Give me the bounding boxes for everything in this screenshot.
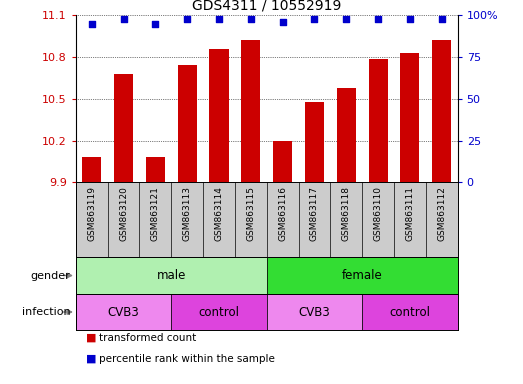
Text: GSM863110: GSM863110 xyxy=(373,186,383,241)
Text: control: control xyxy=(199,306,240,318)
Bar xyxy=(178,65,197,182)
Text: GSM863116: GSM863116 xyxy=(278,186,287,241)
Bar xyxy=(362,294,458,330)
Title: GDS4311 / 10552919: GDS4311 / 10552919 xyxy=(192,0,342,13)
Point xyxy=(151,21,160,27)
Text: CVB3: CVB3 xyxy=(108,306,140,318)
Bar xyxy=(267,294,362,330)
Text: GSM863117: GSM863117 xyxy=(310,186,319,241)
Bar xyxy=(401,53,419,182)
Point xyxy=(438,16,446,22)
Text: GSM863120: GSM863120 xyxy=(119,186,128,241)
Point xyxy=(374,16,382,22)
Bar xyxy=(432,40,451,182)
Point xyxy=(310,16,319,22)
Point xyxy=(215,16,223,22)
Text: female: female xyxy=(342,269,382,282)
Bar xyxy=(114,74,133,182)
Bar xyxy=(76,257,267,294)
Text: percentile rank within the sample: percentile rank within the sample xyxy=(99,354,275,364)
Point xyxy=(119,16,128,22)
Text: ■: ■ xyxy=(86,333,97,343)
Text: GSM863119: GSM863119 xyxy=(87,186,96,241)
Bar xyxy=(337,88,356,182)
Bar xyxy=(82,157,101,182)
Text: GSM863121: GSM863121 xyxy=(151,186,160,241)
Point xyxy=(247,16,255,22)
Text: GSM863113: GSM863113 xyxy=(183,186,192,241)
Text: transformed count: transformed count xyxy=(99,333,197,343)
Text: GSM863111: GSM863111 xyxy=(405,186,414,241)
Text: infection: infection xyxy=(22,307,71,317)
Text: GSM863112: GSM863112 xyxy=(437,186,446,241)
Text: GSM863115: GSM863115 xyxy=(246,186,255,241)
Point xyxy=(406,16,414,22)
Text: male: male xyxy=(156,269,186,282)
Text: control: control xyxy=(390,306,430,318)
Bar xyxy=(76,294,172,330)
Text: GSM863114: GSM863114 xyxy=(214,186,223,241)
Bar xyxy=(241,40,260,182)
Bar xyxy=(305,102,324,182)
Text: GSM863118: GSM863118 xyxy=(342,186,351,241)
Bar xyxy=(172,294,267,330)
Bar xyxy=(209,49,229,182)
Point xyxy=(342,16,350,22)
Point xyxy=(183,16,191,22)
Text: gender: gender xyxy=(31,270,71,281)
Bar xyxy=(369,58,388,182)
Point xyxy=(87,21,96,27)
Bar xyxy=(267,257,458,294)
Text: CVB3: CVB3 xyxy=(299,306,331,318)
Bar xyxy=(273,141,292,182)
Point xyxy=(278,19,287,25)
Text: ■: ■ xyxy=(86,354,97,364)
Bar xyxy=(146,157,165,182)
